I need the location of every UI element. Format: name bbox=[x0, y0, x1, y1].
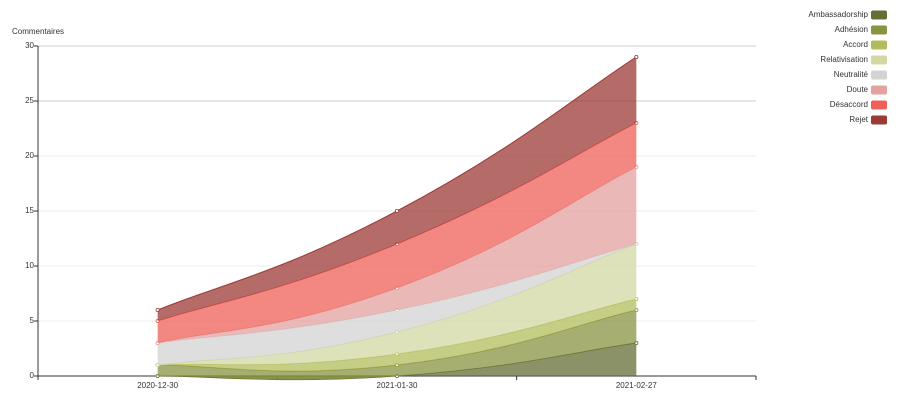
legend-label: Neutralité bbox=[834, 70, 869, 79]
y-tick-label: 25 bbox=[25, 96, 34, 105]
x-tick-label: 2020-12-30 bbox=[137, 381, 178, 390]
y-tick-label: 5 bbox=[30, 316, 35, 325]
area bbox=[157, 310, 637, 380]
legend-label: Adhésion bbox=[835, 25, 868, 34]
y-tick-label: 30 bbox=[25, 41, 34, 50]
y-tick-label: 20 bbox=[25, 151, 34, 160]
area bbox=[157, 343, 637, 380]
y-tick-label: 0 bbox=[30, 371, 35, 380]
x-tick-label: 2021-01-30 bbox=[377, 381, 418, 390]
legend-swatch bbox=[871, 100, 887, 110]
legend-label: Doute bbox=[847, 85, 869, 94]
legend-label: Accord bbox=[843, 40, 868, 49]
legend-label: Ambassadorship bbox=[808, 10, 868, 19]
area bbox=[157, 57, 637, 321]
point bbox=[634, 55, 639, 60]
legend-swatch bbox=[871, 115, 887, 125]
area bbox=[157, 244, 637, 365]
area bbox=[157, 299, 637, 372]
legend-swatch bbox=[871, 85, 887, 95]
y-axis-label: Commentaires bbox=[12, 27, 64, 36]
legend-label: Relativisation bbox=[820, 55, 868, 64]
point bbox=[155, 307, 160, 312]
legend-label: Désaccord bbox=[830, 100, 868, 109]
legend-swatch bbox=[871, 70, 887, 80]
y-tick-label: 15 bbox=[25, 206, 34, 215]
y-tick-label: 10 bbox=[25, 261, 34, 270]
legend-label: Rejet bbox=[849, 115, 868, 124]
legend-swatch bbox=[871, 25, 887, 35]
area bbox=[157, 244, 637, 365]
area bbox=[157, 123, 637, 343]
legend-swatch bbox=[871, 40, 887, 50]
x-tick-label: 2021-02-27 bbox=[616, 381, 657, 390]
point bbox=[394, 208, 399, 213]
legend-swatch bbox=[871, 55, 887, 65]
legend-swatch bbox=[871, 10, 887, 20]
area bbox=[157, 167, 637, 343]
